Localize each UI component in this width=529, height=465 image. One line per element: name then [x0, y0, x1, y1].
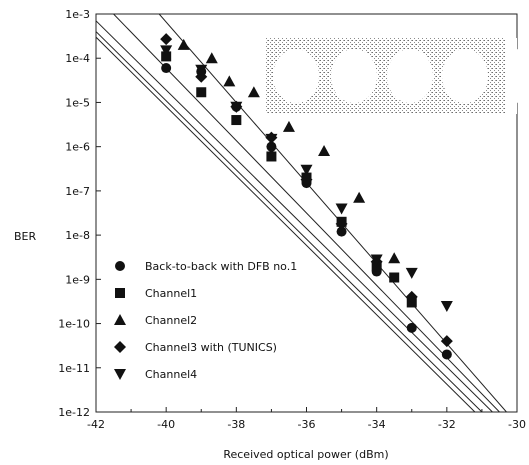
data-point: [440, 335, 453, 348]
data-point: [282, 120, 295, 132]
data-point: [335, 217, 348, 230]
data-point: [266, 141, 277, 152]
legend-marker: [114, 341, 126, 353]
fit-line: [96, 20, 493, 412]
data-point: [231, 115, 242, 126]
y-tick-label: 1e-12: [58, 406, 90, 419]
x-tick-label: -30: [508, 418, 526, 431]
data-point: [405, 267, 418, 279]
x-axis: -42 -40 -38 -36 -34 -32 -30: [87, 407, 526, 431]
legend-marker: [115, 261, 125, 271]
x-tick-label: -36: [298, 418, 316, 431]
x-axis-label: Received optical power (dBm): [223, 448, 388, 461]
data-point: [353, 191, 366, 203]
y-tick-label: 1e-8: [65, 229, 90, 242]
fit-line: [96, 31, 483, 412]
x-tick-label: -34: [368, 418, 386, 431]
data-point: [300, 164, 313, 176]
y-tick-label: 1e-6: [65, 141, 90, 154]
fit-line: [113, 14, 500, 412]
legend-label: Channel3 with (TUNICS): [145, 341, 277, 354]
data-point: [195, 70, 208, 83]
data-markers: [160, 33, 453, 360]
data-point: [388, 252, 401, 264]
fit-line: [96, 36, 476, 412]
data-point: [336, 226, 347, 237]
x-tick-label: -32: [438, 418, 456, 431]
series-5: [160, 45, 453, 312]
eye-opening: [506, 49, 526, 103]
y-axis-label: BER: [14, 230, 36, 243]
legend-marker: [115, 288, 125, 298]
y-tick-label: 1e-11: [58, 362, 90, 375]
x-tick-label: -42: [87, 418, 105, 431]
data-point: [440, 300, 453, 312]
eye-opening: [273, 49, 319, 103]
data-point: [196, 87, 207, 98]
x-tick-label: -40: [157, 418, 175, 431]
data-point: [205, 52, 218, 64]
data-point: [405, 290, 418, 303]
y-tick-label: 1e-3: [65, 8, 90, 21]
data-point: [318, 144, 331, 156]
legend-marker: [114, 369, 126, 380]
data-point: [161, 63, 172, 74]
data-point: [335, 203, 348, 215]
legend-label: Channel4: [145, 368, 197, 381]
y-tick-label: 1e-10: [58, 318, 90, 331]
data-point: [441, 349, 452, 360]
data-point: [230, 101, 243, 113]
eye-diagram-inset: [266, 38, 526, 114]
data-point: [389, 272, 400, 283]
data-point: [300, 173, 313, 186]
x-tick-label: -38: [227, 418, 245, 431]
data-point: [406, 322, 417, 333]
legend: Back-to-back with DFB no.1 Channel1 Channe…: [114, 260, 297, 381]
series-3: [177, 38, 401, 264]
data-point: [266, 151, 277, 162]
eye-opening: [331, 49, 377, 103]
eye-opening: [387, 49, 433, 103]
fit-line: [158, 14, 507, 412]
y-tick-label: 1e-5: [65, 96, 90, 109]
data-point: [195, 64, 208, 76]
y-axis: 1e-12 1e-11 1e-10 1e-9 1e-8 1e-7 1e-6 1e-5 1e-4 1…: [58, 8, 101, 419]
fit-lines: [96, 14, 507, 412]
legend-marker: [114, 314, 126, 325]
legend-label: Channel2: [145, 314, 197, 327]
eye-opening: [442, 49, 488, 103]
data-point: [177, 38, 190, 50]
legend-label: Back-to-back with DFB no.1: [145, 260, 297, 273]
y-tick-label: 1e-4: [65, 52, 90, 65]
data-point: [160, 33, 173, 46]
data-point: [370, 254, 383, 266]
y-tick-label: 1e-7: [65, 185, 90, 198]
data-point: [247, 86, 260, 98]
y-tick-label: 1e-9: [65, 273, 90, 286]
legend-label: Channel1: [145, 287, 197, 300]
data-point: [160, 45, 173, 57]
data-point: [265, 133, 278, 145]
data-point: [223, 75, 236, 87]
